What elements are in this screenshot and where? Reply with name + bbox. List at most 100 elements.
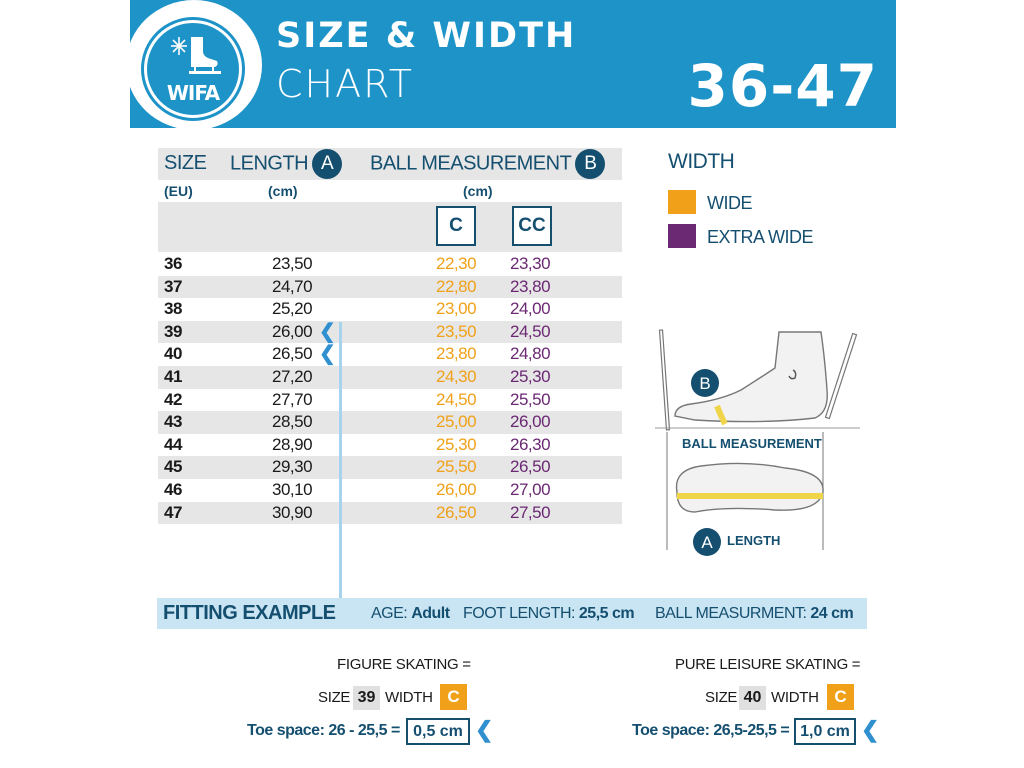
leisure-toe-label: Toe space: 26,5-25,5 = — [632, 722, 790, 739]
length-cell: 28,90 — [272, 434, 313, 454]
table-width-band — [158, 202, 622, 252]
wide-label: WIDE — [707, 193, 753, 213]
chevron-left-icon: ❮ — [319, 343, 336, 366]
table-row: 44 28,90 25,30 26,30 — [158, 434, 622, 457]
length-marker: A — [312, 149, 343, 179]
size-cell: 43 — [164, 412, 182, 432]
table-row: 47 30,90 26,50 27,50 — [158, 501, 622, 525]
table-row: 45 29,30 25,50 26,50 — [158, 456, 622, 479]
ball-diagram-marker-text: B — [699, 374, 710, 393]
length-cell: 30,10 — [272, 479, 313, 499]
length-diagram-marker-text: A — [701, 533, 713, 552]
foot-sole-icon — [675, 462, 824, 513]
fitting-ball-value: 24 cm — [810, 605, 854, 622]
fitting-ball-label: BALL MEASURMENT: — [655, 605, 807, 622]
length-cell: 29,30 — [272, 457, 313, 477]
wide-cell: 24,30 — [436, 366, 477, 386]
wide-cell: 25,50 — [436, 457, 477, 477]
fitting-foot-label: FOOT LENGTH: — [463, 605, 575, 622]
foot-side-icon — [655, 329, 860, 431]
extra-wide-swatch — [668, 224, 696, 248]
extra-wide-cell: 25,30 — [510, 366, 551, 386]
length-cell: 26,00 — [272, 321, 313, 341]
leisure-width-value: C — [827, 684, 854, 710]
size-table: 36 23,50 22,30 23,30 37 24,70 22,80 23,8… — [158, 253, 622, 525]
extra-wide-cell: 23,30 — [510, 254, 551, 273]
col-ball-label: BALL MEASUREMENT — [370, 152, 572, 175]
table-header-band — [158, 148, 622, 180]
fitting-age-label: AGE: — [371, 605, 408, 622]
wide-cell: 22,80 — [436, 276, 477, 296]
size-cell: 46 — [164, 479, 182, 499]
page-subtitle: CHART — [276, 62, 414, 106]
figure-toe-value: 0,5 cm — [406, 718, 470, 745]
table-row: 36 23,50 22,30 23,30 — [158, 253, 622, 276]
extra-wide-cell: 26,00 — [510, 412, 551, 432]
col-ball-unit: (cm) — [463, 183, 493, 199]
table-row: 40 26,50 ❮ 23,80 24,80 — [158, 343, 622, 366]
table-row: 43 28,50 25,00 26,00 — [158, 411, 622, 434]
length-diagram-marker — [693, 528, 721, 556]
fitting-age-value: Adult — [411, 605, 450, 622]
extra-wide-cell: 25,50 — [510, 389, 551, 409]
extra-wide-cell: 26,30 — [510, 434, 551, 454]
length-cell: 27,70 — [272, 389, 313, 409]
extra-wide-cell: 27,00 — [510, 479, 551, 499]
size-cell: 41 — [164, 366, 182, 386]
fitting-foot-value: 25,5 cm — [578, 605, 635, 622]
wide-cell: 22,30 — [436, 254, 477, 273]
extra-wide-cell: 24,50 — [510, 321, 551, 341]
fitting-title: FITTING EXAMPLE — [163, 602, 336, 624]
page-title: SIZE & WIDTH — [276, 16, 577, 56]
extra-wide-cell: 23,80 — [510, 276, 551, 296]
wide-cell: 26,00 — [436, 479, 477, 499]
fitting-age: AGE: Adult — [371, 598, 450, 629]
col-length-unit: (cm) — [268, 183, 298, 199]
foot-diagram: B BALL MEASUREMENT A LENGTH — [655, 329, 860, 556]
leisure-size-value: 40 — [739, 686, 766, 710]
size-cell: 47 — [164, 502, 182, 522]
leisure-width-label: WIDTH — [771, 689, 819, 706]
col-size-header: SIZE — [164, 152, 207, 174]
figure-toe-label: Toe space: 26 - 25,5 = — [247, 722, 400, 739]
length-cell: 28,50 — [272, 412, 313, 432]
fitting-example-bar: FITTING EXAMPLE AGE: Adult FOOT LENGTH: … — [157, 598, 867, 629]
figure-skating-heading: FIGURE SKATING = — [337, 656, 471, 673]
extra-wide-cell: 24,80 — [510, 344, 551, 364]
snowflake-icon — [171, 37, 187, 55]
wide-cell: 25,30 — [436, 434, 477, 454]
size-cell: 40 — [164, 344, 182, 364]
ball-diagram-marker — [691, 369, 719, 397]
logo-text: WIFA — [166, 81, 220, 105]
size-range: 36-47 — [687, 52, 878, 120]
width-c-header: C — [436, 206, 476, 246]
size-cell: 38 — [164, 299, 182, 319]
chevron-left-icon: ❮ — [475, 717, 494, 742]
col-length-label: LENGTH — [230, 152, 309, 175]
length-cell: 30,90 — [272, 502, 313, 522]
wide-cell: 23,50 — [436, 321, 477, 341]
fitting-ball: BALL MEASURMENT: 24 cm — [655, 598, 854, 629]
example-connector-line — [339, 322, 342, 600]
width-cc-header: CC — [512, 206, 552, 246]
size-cell: 36 — [164, 254, 182, 273]
chevron-left-icon: ❮ — [861, 717, 880, 742]
ball-marker: B — [575, 149, 606, 179]
width-legend-title: WIDTH — [668, 150, 735, 173]
size-cell: 44 — [164, 434, 182, 454]
brand-logo: WIFA — [144, 20, 242, 118]
skate-icon — [171, 37, 221, 74]
length-cell: 25,20 — [272, 299, 313, 319]
size-cell: 39 — [164, 321, 182, 341]
figure-width-label: WIDTH — [385, 689, 433, 706]
length-diagram-label: LENGTH — [727, 533, 780, 548]
length-cell: 23,50 — [272, 254, 313, 273]
fitting-foot-length: FOOT LENGTH: 25,5 cm — [463, 598, 635, 629]
length-cell: 26,50 — [272, 344, 313, 364]
table-row: 39 26,00 ❮ 23,50 24,50 — [158, 320, 622, 344]
wide-cell: 24,50 — [436, 389, 477, 409]
chevron-left-icon: ❮ — [319, 320, 336, 343]
col-ball-header: BALL MEASUREMENT B — [370, 149, 606, 179]
col-length-header: LENGTH A — [230, 149, 343, 179]
figure-size-label: SIZE — [318, 689, 351, 706]
